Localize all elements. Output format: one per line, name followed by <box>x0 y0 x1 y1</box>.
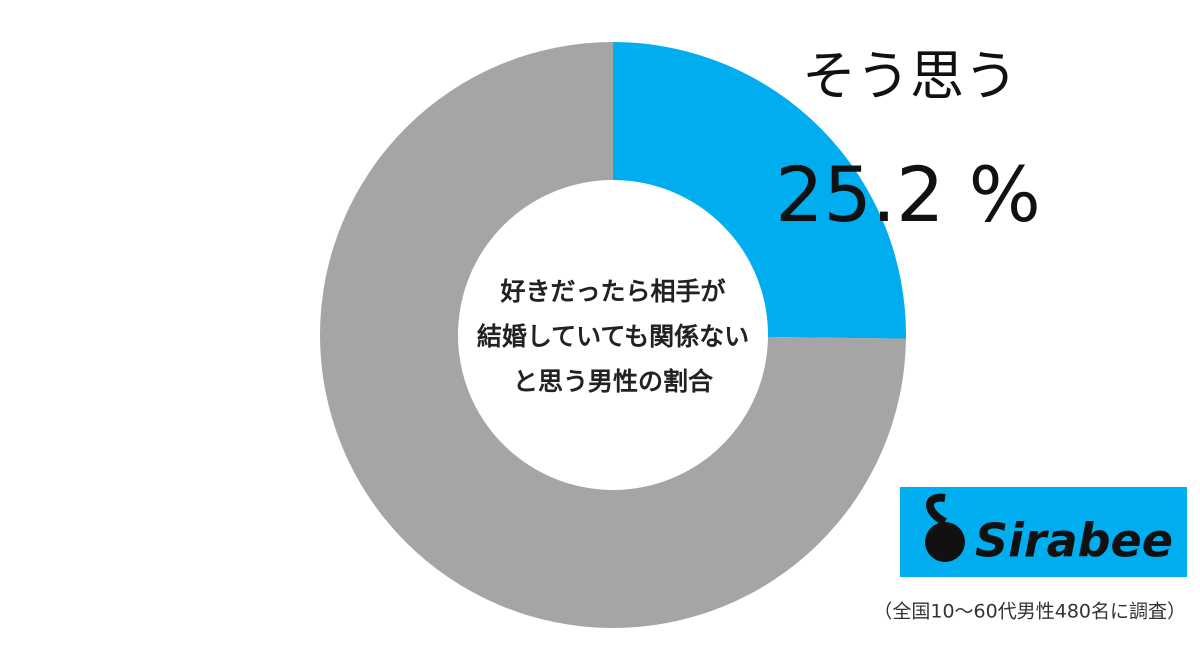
center-text: 好きだったら相手が <box>499 277 725 306</box>
center-text: 結婚していても関係ない <box>477 322 749 351</box>
logo-icon <box>926 493 948 526</box>
slices <box>319 42 906 628</box>
logo: Sirabee <box>900 487 1187 577</box>
donut-slice <box>319 42 906 628</box>
logo-icon <box>925 522 965 562</box>
logo-text: Sirabee <box>975 514 1173 568</box>
slice-label: そう思う <box>802 45 1018 108</box>
donut-slice <box>613 42 906 339</box>
value-label: 25.2 % <box>775 150 1041 239</box>
center-text: と思う男性の割合 <box>513 367 714 396</box>
note: （全国10〜60代男性480名に調査） <box>873 601 1186 623</box>
